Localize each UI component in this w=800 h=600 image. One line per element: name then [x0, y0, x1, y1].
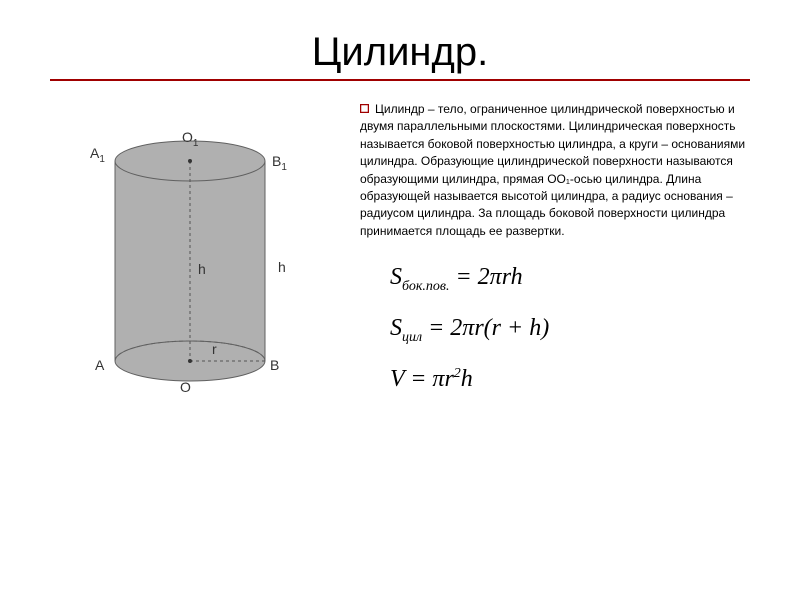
description-text: Цилиндр – тело, ограниченное цилиндричес… [360, 102, 745, 238]
label-o1: O1 [182, 129, 198, 149]
formula-3: V = πr2h [390, 362, 750, 397]
label-a: A [95, 357, 104, 373]
formula-2: Sцил = 2πr(r + h) [390, 311, 750, 348]
label-r: r [212, 341, 217, 357]
label-h-inside: h [198, 261, 206, 277]
bullet-icon [360, 101, 369, 110]
title-underline [50, 79, 750, 81]
label-b1: B1 [272, 153, 287, 173]
label-h-outside: h [278, 259, 286, 275]
description-block: Цилиндр – тело, ограниченное цилиндричес… [360, 101, 750, 240]
label-b: B [270, 357, 279, 373]
label-o: O [180, 379, 191, 395]
text-column: Цилиндр – тело, ограниченное цилиндричес… [360, 101, 750, 461]
cylinder-diagram: A1 B1 O1 A B O h h r [50, 101, 330, 461]
slide-title: Цилиндр. [50, 30, 750, 75]
formula-1: Sбок.пов. = 2πrh [390, 260, 750, 297]
content-row: A1 B1 O1 A B O h h r Цилиндр – тело, огр… [50, 101, 750, 461]
label-a1: A1 [90, 145, 105, 165]
